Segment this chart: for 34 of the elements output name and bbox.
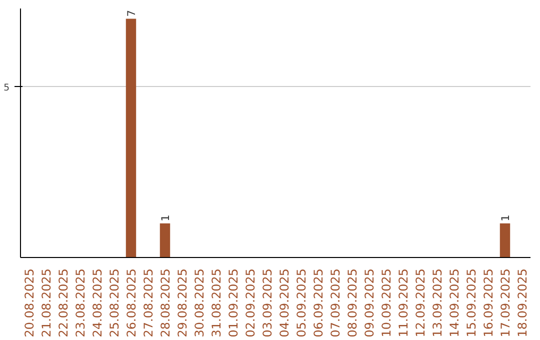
x-tick-label: 27.08.2025 bbox=[142, 268, 156, 338]
x-tick-label: 09.09.2025 bbox=[362, 268, 376, 338]
x-tick-label: 08.09.2025 bbox=[346, 268, 360, 338]
x-tick-label: 25.08.2025 bbox=[108, 268, 122, 338]
x-tick-label: 21.08.2025 bbox=[40, 268, 54, 338]
x-tick-label: 20.08.2025 bbox=[22, 268, 36, 338]
x-tick-label: 04.09.2025 bbox=[278, 268, 292, 338]
x-tick-label: 31.08.2025 bbox=[210, 268, 224, 338]
x-tick-label: 26.08.2025 bbox=[124, 268, 138, 338]
x-tick-label: 24.08.2025 bbox=[90, 268, 104, 338]
x-tick-label: 01.09.2025 bbox=[226, 268, 240, 338]
x-tick-label: 11.09.2025 bbox=[396, 268, 410, 338]
x-tick-label: 02.09.2025 bbox=[244, 268, 258, 338]
x-tick-label: 06.09.2025 bbox=[312, 268, 326, 338]
x-tick-label: 12.09.2025 bbox=[414, 268, 428, 338]
data-label: 7 bbox=[125, 10, 138, 17]
x-tick-label: 28.08.2025 bbox=[158, 268, 172, 338]
data-label: 1 bbox=[159, 214, 172, 222]
x-tick-label: 29.08.2025 bbox=[176, 268, 190, 338]
x-tick-label: 07.09.2025 bbox=[328, 268, 342, 338]
x-tick-label: 10.09.2025 bbox=[380, 268, 394, 338]
x-tick-label: 16.09.2025 bbox=[482, 268, 496, 338]
x-tick-label: 23.08.2025 bbox=[74, 268, 88, 338]
x-tick-label: 22.08.2025 bbox=[56, 268, 70, 338]
x-tick-label: 14.09.2025 bbox=[448, 268, 462, 338]
x-tick-label: 18.09.2025 bbox=[516, 268, 530, 338]
x-tick-label: 30.08.2025 bbox=[192, 268, 206, 338]
x-tick-label: 05.09.2025 bbox=[294, 268, 308, 338]
x-tick-label: 17.09.2025 bbox=[498, 268, 512, 338]
data-label: 1 bbox=[499, 214, 512, 222]
y-tick-label: 5 bbox=[4, 82, 10, 94]
x-tick-label: 13.09.2025 bbox=[430, 268, 444, 338]
x-tick-label: 03.09.2025 bbox=[260, 268, 274, 338]
x-tick-label: 15.09.2025 bbox=[464, 268, 478, 338]
